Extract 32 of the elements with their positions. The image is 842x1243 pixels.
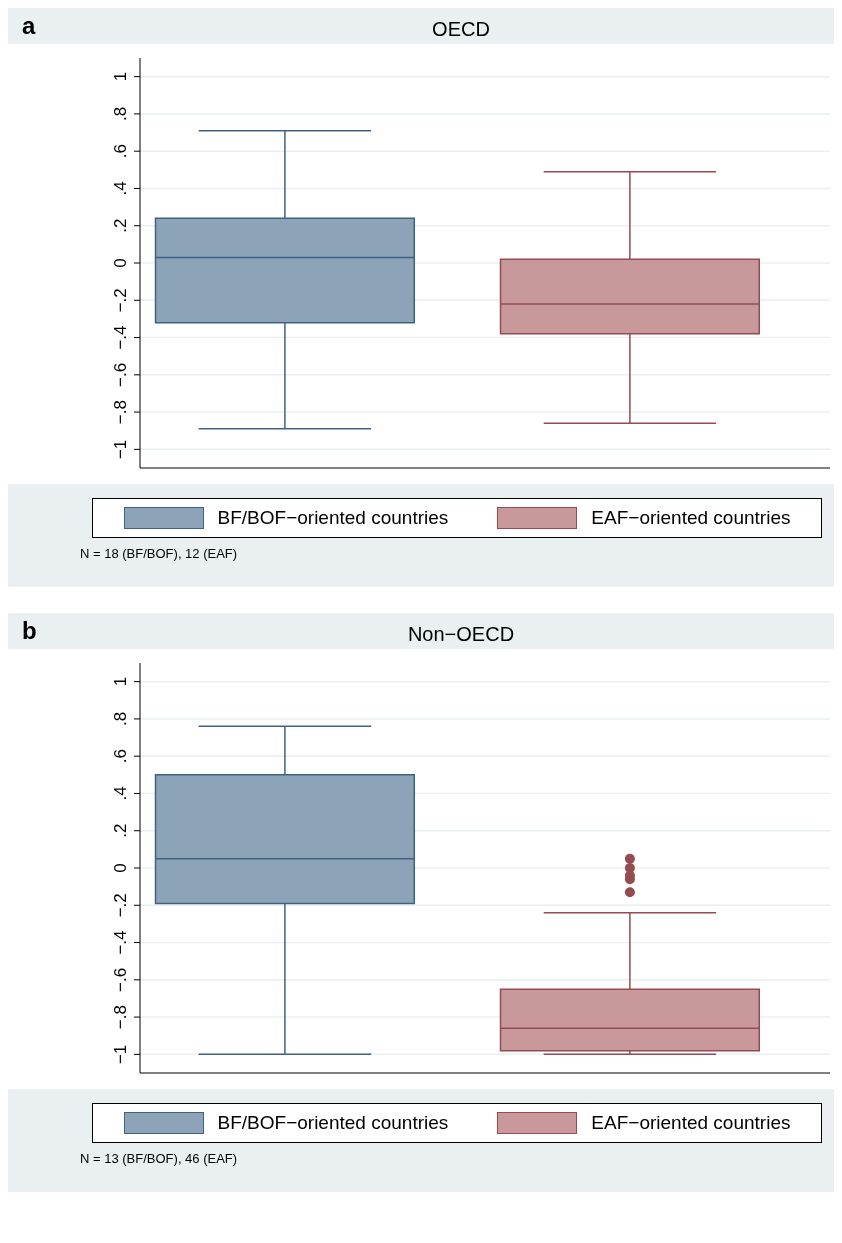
- y-tick-label: −.2: [111, 288, 130, 313]
- y-tick-label: −.8: [111, 1005, 130, 1030]
- y-tick-label: −.6: [111, 967, 130, 992]
- y-tick-label: .8: [111, 711, 130, 726]
- text: N = 13 (BF/BOF), 46 (EAF): [80, 1151, 239, 1166]
- y-tick-label: .2: [111, 218, 130, 233]
- y-tick-label: −.4: [111, 325, 130, 350]
- chart-title: OECD: [431, 18, 491, 42]
- y-tick-label: −1: [111, 1044, 130, 1065]
- y-tick-label: .6: [111, 144, 130, 159]
- y-tick-label: .4: [111, 181, 130, 196]
- y-tick-label: .8: [111, 106, 130, 121]
- y-tick-label: 1: [111, 676, 130, 687]
- text: N = 18 (BF/BOF), 12 (EAF): [80, 546, 239, 561]
- y-tick-label: −.8: [111, 400, 130, 425]
- y-tick-label: .2: [111, 823, 130, 838]
- y-tick-label: .6: [111, 749, 130, 764]
- y-tick-label: −.4: [111, 930, 130, 955]
- legend-label: BF/BOF−oriented countries: [217, 1112, 449, 1134]
- y-tick-label: −.6: [111, 362, 130, 387]
- y-tick-label: 0: [111, 258, 130, 268]
- text: b: [22, 617, 37, 645]
- text: a: [22, 12, 36, 40]
- y-tick-label: .4: [111, 786, 130, 801]
- legend-label: EAF−oriented countries: [591, 507, 791, 529]
- y-tick-label: 1: [111, 71, 130, 82]
- y-tick-label: 0: [111, 863, 130, 873]
- chart-title: Non−OECD: [406, 623, 516, 647]
- y-tick-label: −.2: [111, 893, 130, 918]
- legend-label: EAF−oriented countries: [591, 1112, 791, 1134]
- legend-label: BF/BOF−oriented countries: [217, 507, 449, 529]
- y-tick-label: −1: [111, 439, 130, 460]
